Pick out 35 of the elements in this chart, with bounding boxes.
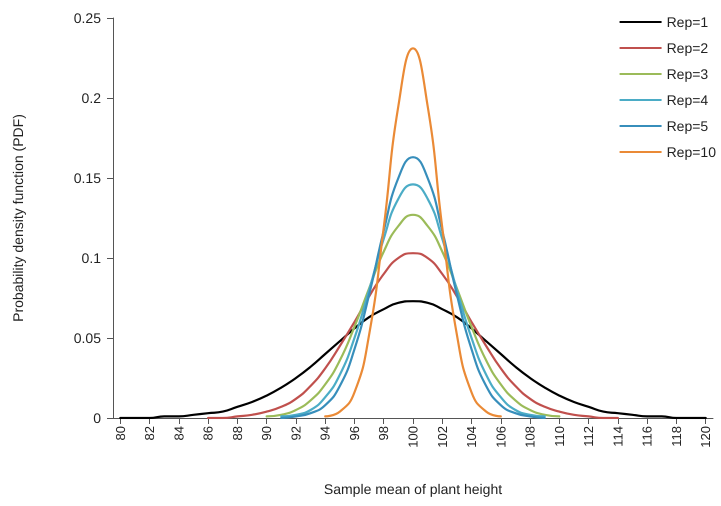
y-axis-title: Probability density function (PDF) <box>10 114 26 322</box>
legend-label: Rep=10 <box>666 144 716 160</box>
y-tick-label: 0 <box>93 410 102 426</box>
legend-label: Rep=1 <box>666 14 708 30</box>
x-tick-label: 86 <box>200 426 216 440</box>
x-tick-label: 120 <box>698 426 714 448</box>
y-tick-label: 0.1 <box>82 250 102 266</box>
x-tick-label: 118 <box>668 426 684 447</box>
x-tick-label: 114 <box>610 426 626 447</box>
x-tick-label: 100 <box>406 426 420 448</box>
x-tick-label: 110 <box>552 426 567 447</box>
legend-label: Rep=3 <box>666 66 708 82</box>
legend-label: Rep=2 <box>666 40 708 56</box>
y-tick-label: 0.25 <box>74 10 102 26</box>
x-tick-label: 112 <box>581 426 596 447</box>
y-tick-label: 0.2 <box>82 90 102 106</box>
x-tick-label: 90 <box>259 426 274 440</box>
x-tick-label: 108 <box>522 426 538 448</box>
x-tick-label: 84 <box>171 426 186 440</box>
x-tick-label: 92 <box>288 426 304 440</box>
x-tick-label: 98 <box>376 426 392 440</box>
x-tick-label: 80 <box>112 426 128 440</box>
x-tick-label: 82 <box>142 426 158 440</box>
x-tick-label: 104 <box>464 426 480 448</box>
x-tick-label: 96 <box>346 426 362 440</box>
legend-label: Rep=5 <box>666 118 708 134</box>
x-tick-label: 88 <box>230 426 245 440</box>
y-tick-label: 0.15 <box>74 170 102 186</box>
y-tick-label: 0.05 <box>74 330 102 346</box>
x-tick-label: 102 <box>434 426 450 448</box>
x-tick-label: 106 <box>493 426 508 448</box>
x-axis-title: Sample mean of plant height <box>324 481 502 497</box>
x-tick-label: 94 <box>318 426 333 440</box>
x-tick-label: 116 <box>640 426 655 447</box>
legend-label: Rep=4 <box>666 92 708 108</box>
